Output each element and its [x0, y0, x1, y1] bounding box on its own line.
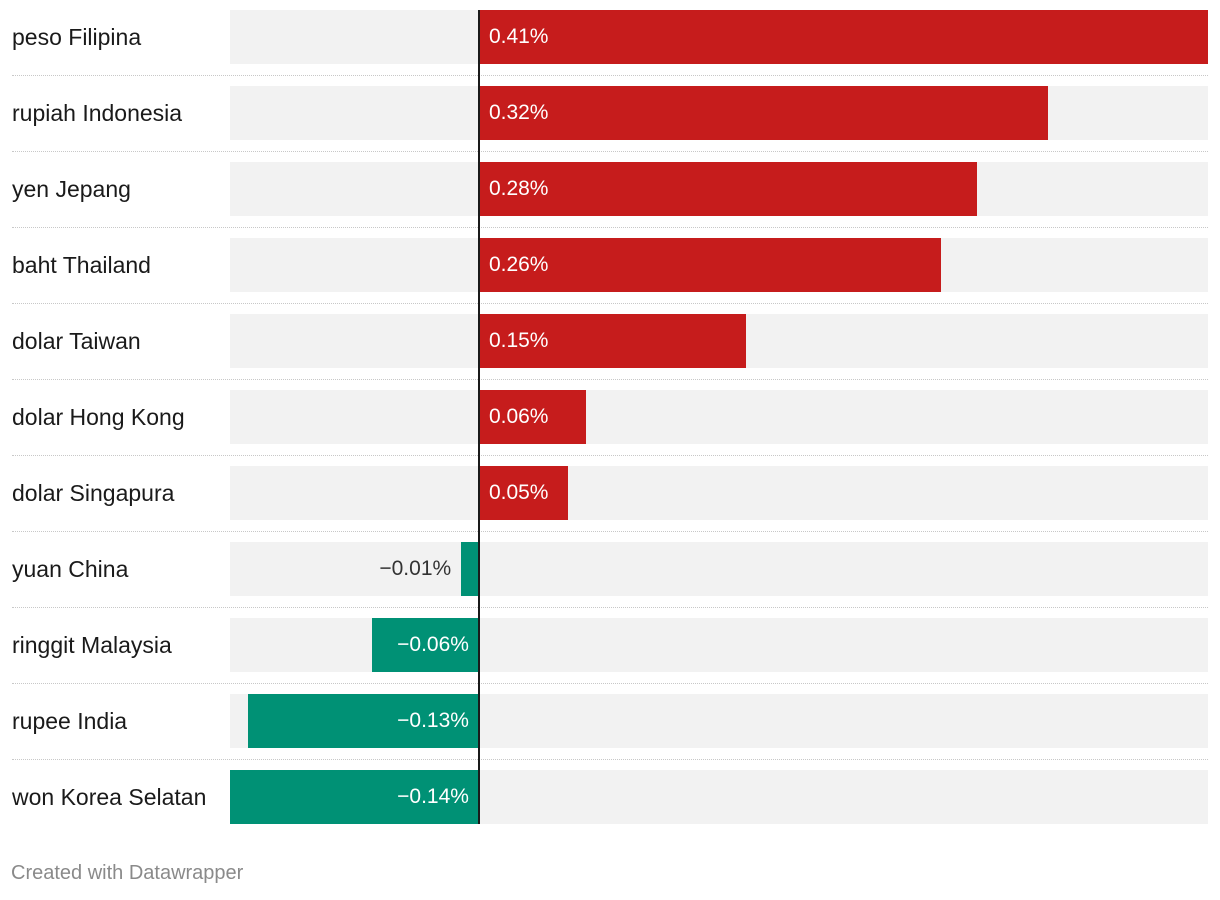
value-label: 0.15% [488, 329, 549, 352]
bar [372, 618, 479, 672]
bar [478, 466, 568, 520]
bar-track [230, 390, 1208, 444]
chart-row: rupee India −0.13% [0, 694, 1220, 770]
value-label: 0.28% [488, 177, 549, 200]
category-label: dolar Singapura [12, 480, 175, 506]
value-label: 0.32% [488, 101, 549, 124]
value-label: −0.06% [397, 633, 469, 656]
chart-row: dolar Taiwan 0.15% [0, 314, 1220, 390]
bar [247, 694, 479, 748]
category-label: yuan China [12, 556, 129, 582]
bar [478, 238, 942, 292]
category-label: won Korea Selatan [12, 784, 207, 810]
category-label: ringgit Malaysia [12, 632, 172, 658]
bar-track [230, 542, 1208, 596]
bar [478, 314, 746, 368]
category-label: dolar Hong Kong [12, 404, 185, 430]
chart-row: dolar Singapura 0.05% [0, 466, 1220, 542]
category-label: yen Jepang [12, 176, 131, 202]
chart-row: yuan China −0.01% [0, 542, 1220, 618]
category-label: dolar Taiwan [12, 328, 141, 354]
row-separator [12, 227, 1208, 228]
row-separator [12, 75, 1208, 76]
bar [478, 390, 586, 444]
chart-row: dolar Hong Kong 0.06% [0, 390, 1220, 466]
bar-track [230, 466, 1208, 520]
chart-row: yen Jepang 0.28% [0, 162, 1220, 238]
row-separator [12, 531, 1208, 532]
category-label: rupee India [12, 708, 128, 734]
row-separator [12, 683, 1208, 684]
chart-row: baht Thailand 0.26% [0, 238, 1220, 314]
category-label: rupiah Indonesia [12, 100, 183, 126]
datawrapper-credit: Created with Datawrapper [11, 862, 244, 884]
zero-axis-line [477, 10, 480, 824]
row-separator [12, 303, 1208, 304]
category-label: peso Filipina [12, 24, 142, 50]
bar [478, 86, 1048, 140]
row-separator [12, 379, 1208, 380]
chart-row: rupiah Indonesia 0.32% [0, 86, 1220, 162]
bar [478, 10, 1208, 64]
row-separator [12, 759, 1208, 760]
value-label: −0.01% [379, 557, 452, 580]
value-label: −0.13% [397, 709, 469, 732]
chart-row: won Korea Selatan −0.14% [0, 770, 1220, 846]
bar [230, 770, 479, 824]
bar [478, 162, 977, 216]
bar-chart: peso Filipina 0.41% rupiah Indonesia 0.32% y… [0, 10, 1220, 824]
value-label: −0.14% [397, 785, 469, 808]
bar [461, 542, 479, 596]
value-label: 0.06% [488, 405, 549, 428]
row-separator [12, 607, 1208, 608]
row-separator [12, 455, 1208, 456]
row-separator [12, 151, 1208, 152]
chart-row: peso Filipina 0.41% [0, 10, 1220, 86]
value-label: 0.41% [488, 25, 549, 48]
value-label: 0.26% [488, 253, 549, 276]
category-label: baht Thailand [12, 252, 151, 278]
value-label: 0.05% [488, 481, 549, 504]
chart-row: ringgit Malaysia −0.06% [0, 618, 1220, 694]
